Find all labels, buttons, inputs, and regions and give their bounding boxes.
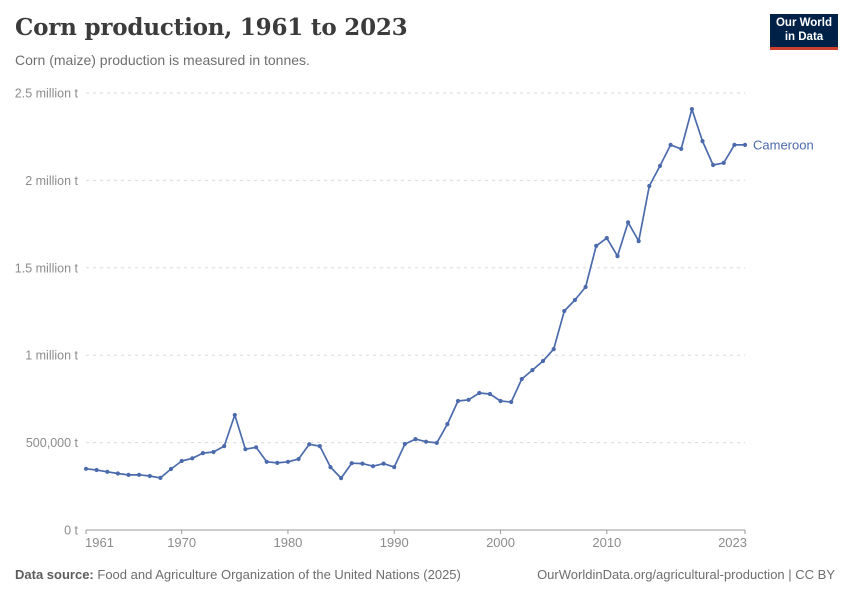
data-point[interactable] [732, 142, 737, 147]
data-point[interactable] [254, 445, 259, 450]
data-point[interactable] [275, 460, 280, 465]
data-point[interactable] [583, 284, 588, 290]
data-point[interactable] [222, 444, 227, 449]
data-source-text: Food and Agriculture Organization of the… [97, 567, 461, 582]
attribution-link[interactable]: OurWorldinData.org/agricultural-producti… [537, 567, 835, 582]
data-point[interactable] [424, 439, 429, 444]
x-axis-label: 2023 [718, 535, 747, 550]
data-point[interactable] [402, 441, 407, 447]
data-point[interactable] [349, 461, 354, 466]
x-axis-label: 2000 [486, 535, 515, 550]
data-point[interactable] [657, 163, 663, 168]
data-point[interactable] [477, 390, 482, 396]
y-axis-label: 0 t [64, 524, 78, 538]
data-source: Data source: Food and Agriculture Organi… [15, 567, 461, 582]
data-point[interactable] [700, 139, 705, 144]
data-point[interactable] [530, 368, 535, 373]
data-point[interactable] [339, 476, 344, 481]
data-point[interactable] [562, 308, 567, 314]
data-point[interactable] [498, 398, 503, 404]
data-point[interactable] [466, 397, 471, 402]
data-point[interactable] [519, 376, 524, 382]
data-point[interactable] [540, 358, 546, 364]
data-point[interactable] [413, 437, 418, 442]
y-axis-label: 500,000 t [26, 436, 79, 450]
owid-logo-line2: in Data [784, 30, 824, 43]
data-point[interactable] [285, 459, 291, 464]
data-point[interactable] [360, 461, 365, 466]
chart-footer: Data source: Food and Agriculture Organi… [15, 567, 835, 582]
y-axis-label: 2.5 million t [15, 87, 79, 101]
data-point[interactable] [370, 464, 376, 469]
data-point[interactable] [381, 461, 386, 466]
data-point[interactable] [445, 422, 450, 427]
data-point[interactable] [689, 107, 695, 112]
data-point[interactable] [328, 465, 333, 470]
data-point[interactable] [721, 160, 726, 165]
data-point[interactable] [243, 447, 248, 452]
owid-logo[interactable]: Our World in Data [770, 14, 838, 50]
data-line[interactable] [85, 108, 746, 479]
data-point[interactable] [626, 220, 631, 225]
data-point[interactable] [742, 142, 748, 147]
data-point[interactable] [509, 399, 514, 405]
data-point[interactable] [105, 469, 110, 474]
data-source-label: Data source: [15, 567, 94, 582]
data-point[interactable] [83, 466, 89, 471]
data-point[interactable] [115, 471, 120, 476]
x-axis-label: 2010 [592, 535, 621, 550]
data-point[interactable] [190, 456, 195, 461]
x-axis-label: 1961 [85, 535, 114, 550]
data-point[interactable] [232, 412, 237, 418]
owid-logo-line1: Our World [775, 16, 832, 29]
data-point[interactable] [455, 398, 461, 404]
data-point[interactable] [615, 254, 620, 259]
y-axis-label: 2 million t [25, 174, 78, 188]
data-point[interactable] [604, 236, 609, 241]
data-point[interactable] [179, 458, 184, 464]
x-axis-label: 1990 [380, 535, 409, 550]
data-point[interactable] [296, 456, 301, 462]
data-point[interactable] [434, 440, 439, 445]
data-point[interactable] [679, 146, 684, 151]
data-point[interactable] [636, 239, 641, 244]
data-point[interactable] [551, 347, 556, 352]
data-point[interactable] [126, 472, 131, 477]
data-point[interactable] [264, 459, 269, 464]
data-point[interactable] [307, 442, 312, 447]
data-point[interactable] [668, 142, 673, 147]
data-point[interactable] [572, 297, 578, 303]
series-label[interactable]: Cameroon [753, 137, 814, 152]
x-axis-label: 1980 [273, 535, 302, 550]
data-point[interactable] [317, 444, 322, 449]
x-axis-label: 1970 [167, 535, 196, 550]
y-axis-label: 1.5 million t [15, 261, 79, 275]
data-point[interactable] [711, 162, 716, 168]
data-point[interactable] [487, 391, 492, 397]
data-point[interactable] [211, 449, 216, 455]
data-point[interactable] [137, 472, 142, 477]
data-point[interactable] [594, 243, 599, 248]
data-point[interactable] [168, 466, 174, 472]
data-point[interactable] [147, 473, 152, 479]
y-axis-label: 1 million t [25, 349, 78, 363]
data-point[interactable] [94, 467, 99, 473]
data-point[interactable] [647, 183, 652, 189]
data-point[interactable] [200, 451, 205, 456]
chart-subtitle: Corn (maize) production is measured in t… [15, 52, 310, 68]
data-point[interactable] [392, 465, 397, 470]
data-point[interactable] [158, 475, 163, 480]
chart-title: Corn production, 1961 to 2023 [15, 14, 408, 41]
